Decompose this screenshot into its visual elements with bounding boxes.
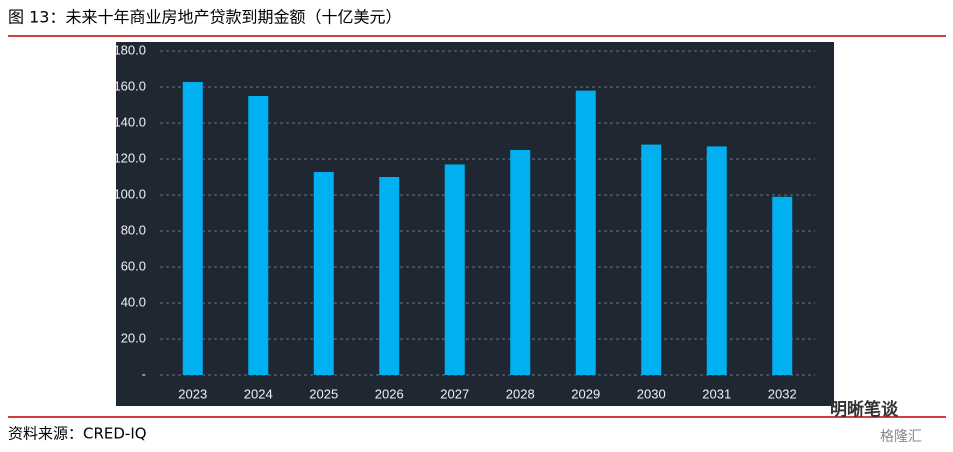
plot: - 20.0 40.0 60.0 80.0 100.0 120.0 140.0 160.0 180… xyxy=(113,42,815,401)
x-tick-label: 2023 xyxy=(178,386,207,401)
y-tick-label: 80.0 xyxy=(121,222,146,237)
watermark: 格隆汇 xyxy=(880,429,922,445)
x-tick-label: 2027 xyxy=(440,386,469,401)
y-tick-label: 100.0 xyxy=(113,186,146,201)
watermark: 明晰笔谈 xyxy=(830,399,899,420)
x-tick-label: 2025 xyxy=(309,386,338,401)
bar xyxy=(248,96,269,375)
bar xyxy=(444,164,465,375)
bar xyxy=(641,144,662,375)
x-tick-label: 2030 xyxy=(637,386,666,401)
bar xyxy=(510,150,531,375)
bar xyxy=(772,196,793,375)
x-tick-label: 2026 xyxy=(375,386,404,401)
y-tick-label: 120.0 xyxy=(113,150,146,165)
bar xyxy=(313,171,334,375)
x-tick-label: 2028 xyxy=(506,386,535,401)
bar xyxy=(379,177,400,375)
y-tick-label: 140.0 xyxy=(113,114,146,129)
x-tick-label: 2031 xyxy=(702,386,731,401)
chart-title: 图 13：未来十年商业房地产贷款到期金额（十亿美元） xyxy=(8,8,401,27)
y-tick-label: 160.0 xyxy=(113,78,146,93)
bar xyxy=(182,81,203,376)
source: 资料来源：CRED-IQ xyxy=(8,425,147,443)
bar xyxy=(575,90,596,375)
y-tick-label: 20.0 xyxy=(121,330,146,345)
x-tick-label: 2032 xyxy=(768,386,797,401)
x-tick-label: 2029 xyxy=(571,386,600,401)
bar xyxy=(706,146,727,375)
y-tick-label: 180.0 xyxy=(113,42,146,57)
y-tick-label: - xyxy=(142,366,146,381)
y-tick-label: 40.0 xyxy=(121,294,146,309)
y-tick-label: 60.0 xyxy=(121,258,146,273)
x-tick-label: 2024 xyxy=(244,386,273,401)
